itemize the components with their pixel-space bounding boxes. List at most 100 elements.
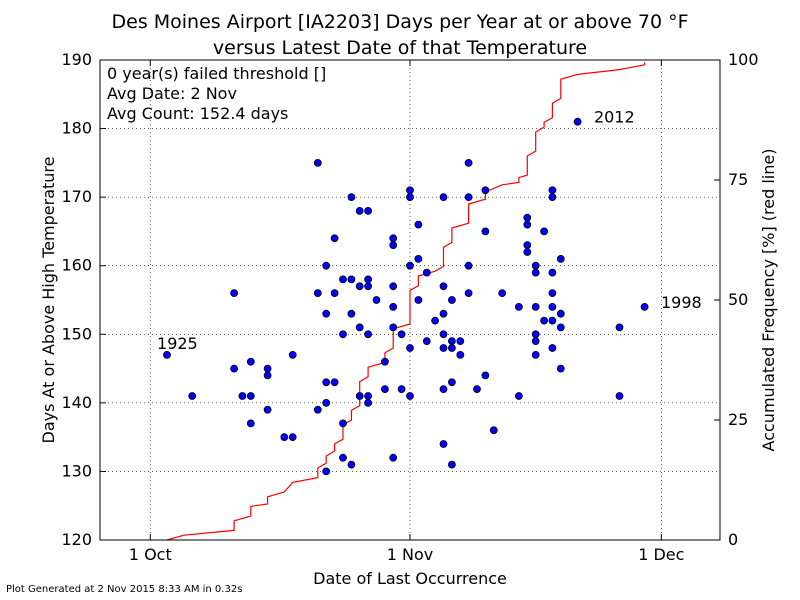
data-point xyxy=(397,385,406,394)
data-point xyxy=(456,350,465,359)
data-point xyxy=(548,186,557,195)
data-point xyxy=(540,227,548,236)
data-point xyxy=(540,316,548,325)
data-point xyxy=(339,330,347,339)
data-point xyxy=(439,282,448,291)
data-point xyxy=(464,289,473,298)
data-point xyxy=(523,220,532,229)
data-point xyxy=(414,254,423,263)
data-point xyxy=(355,282,364,291)
y-tick-label: 170 xyxy=(61,187,92,206)
data-point xyxy=(288,350,297,359)
data-point xyxy=(531,268,540,277)
data-point xyxy=(414,296,423,304)
data-point xyxy=(439,309,448,318)
data-point xyxy=(263,364,272,373)
data-point xyxy=(464,158,473,167)
data-point xyxy=(355,323,364,332)
data-point xyxy=(263,371,272,380)
data-point xyxy=(406,186,414,195)
data-point xyxy=(347,460,356,469)
data-point xyxy=(406,193,414,202)
info-threshold-failed: 0 year(s) failed threshold [] xyxy=(107,64,327,83)
data-point xyxy=(246,392,255,400)
data-point xyxy=(347,309,356,318)
data-point xyxy=(397,330,406,339)
y-tick-label: 190 xyxy=(61,50,92,69)
y-tick-label: 150 xyxy=(61,324,92,343)
y2-tick-label: 50 xyxy=(728,290,748,309)
data-point xyxy=(439,440,448,448)
data-point xyxy=(364,330,373,339)
data-point xyxy=(389,241,398,250)
data-point xyxy=(531,302,540,311)
annotation-label: 2012 xyxy=(594,108,635,127)
data-point xyxy=(406,344,414,352)
data-point xyxy=(556,323,565,332)
data-point xyxy=(246,419,255,428)
data-point xyxy=(464,261,473,270)
data-point xyxy=(322,309,331,318)
data-point xyxy=(531,337,540,346)
x-tick-label: 1 Dec xyxy=(638,545,684,564)
data-point xyxy=(531,261,540,270)
data-point xyxy=(523,241,532,250)
data-point xyxy=(548,302,557,311)
data-point xyxy=(347,275,356,284)
y-tick-label: 160 xyxy=(61,256,92,275)
x-axis-label: Date of Last Occurrence xyxy=(313,569,507,588)
data-point xyxy=(447,337,456,346)
data-point xyxy=(573,117,582,126)
data-point xyxy=(640,302,649,311)
annotation-label: 1925 xyxy=(157,334,198,353)
data-point xyxy=(531,330,540,339)
data-point xyxy=(364,275,373,284)
data-point xyxy=(380,385,389,394)
chart-title-line2: versus Latest Date of that Temperature xyxy=(212,37,588,59)
x-tick-label: 1 Nov xyxy=(387,545,434,564)
data-point xyxy=(347,193,356,202)
data-point xyxy=(322,398,331,407)
data-point xyxy=(330,289,339,298)
data-point xyxy=(389,453,398,462)
data-point xyxy=(548,268,557,277)
data-point xyxy=(548,344,557,352)
data-point xyxy=(230,364,239,373)
data-point xyxy=(422,337,431,346)
data-point xyxy=(473,385,481,394)
data-point xyxy=(523,213,532,222)
data-point xyxy=(406,261,414,270)
data-point xyxy=(355,206,364,215)
data-point xyxy=(615,392,624,400)
data-point xyxy=(380,357,389,366)
info-avg-date: Avg Date: 2 Nov xyxy=(107,84,237,103)
annotations: 1925 2012 1998 xyxy=(157,108,702,353)
data-point xyxy=(364,398,373,407)
y2-tick-label: 100 xyxy=(728,50,759,69)
y-tick-label: 130 xyxy=(61,461,92,480)
info-avg-count: Avg Count: 152.4 days xyxy=(107,104,289,123)
data-point xyxy=(389,302,398,311)
data-point xyxy=(364,206,373,215)
annotation-label: 1998 xyxy=(661,293,702,312)
y2-tick-label: 25 xyxy=(728,410,748,429)
x-tick-label: 1 Oct xyxy=(129,545,172,564)
data-point xyxy=(389,282,398,291)
data-point xyxy=(263,405,272,414)
data-point xyxy=(548,193,557,202)
data-point xyxy=(548,316,557,325)
data-point xyxy=(364,282,373,291)
data-point xyxy=(489,426,498,435)
data-point xyxy=(322,378,331,387)
data-point xyxy=(556,309,565,318)
data-point xyxy=(389,323,398,332)
chart-title-line1: Des Moines Airport [IA2203] Days per Yea… xyxy=(111,11,689,33)
data-point xyxy=(523,248,532,256)
data-point xyxy=(615,323,624,332)
data-point xyxy=(188,392,197,400)
cdf-line xyxy=(166,62,646,541)
data-point xyxy=(447,460,456,469)
data-point xyxy=(406,392,414,400)
data-point xyxy=(498,289,507,298)
